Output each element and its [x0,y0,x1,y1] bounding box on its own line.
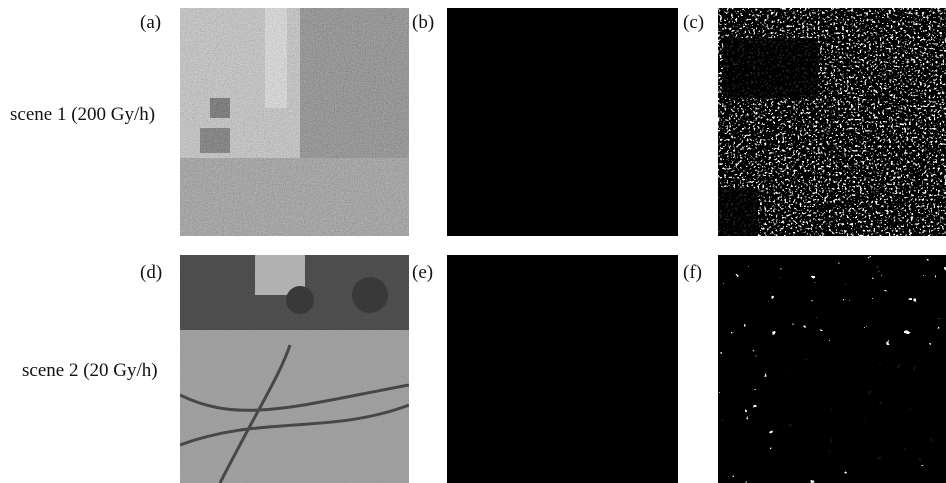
panel-image [180,255,409,483]
panel-image [718,8,946,236]
panel-label: (a) [140,12,161,34]
figure: scene 1 (200 Gy/h) scene 2 (20 Gy/h) (a)… [0,0,946,483]
panel-image [447,255,678,483]
panel-label: (f) [683,262,702,284]
panel-image [447,8,678,236]
panel-label: (b) [412,12,434,34]
panel-label: (d) [140,262,162,284]
row-label: scene 1 (200 Gy/h) [10,104,155,126]
row-label: scene 2 (20 Gy/h) [22,360,158,382]
panel-image [180,8,409,236]
panel-label: (c) [683,12,704,34]
panel-label: (e) [412,262,433,284]
panel-image [718,255,946,483]
